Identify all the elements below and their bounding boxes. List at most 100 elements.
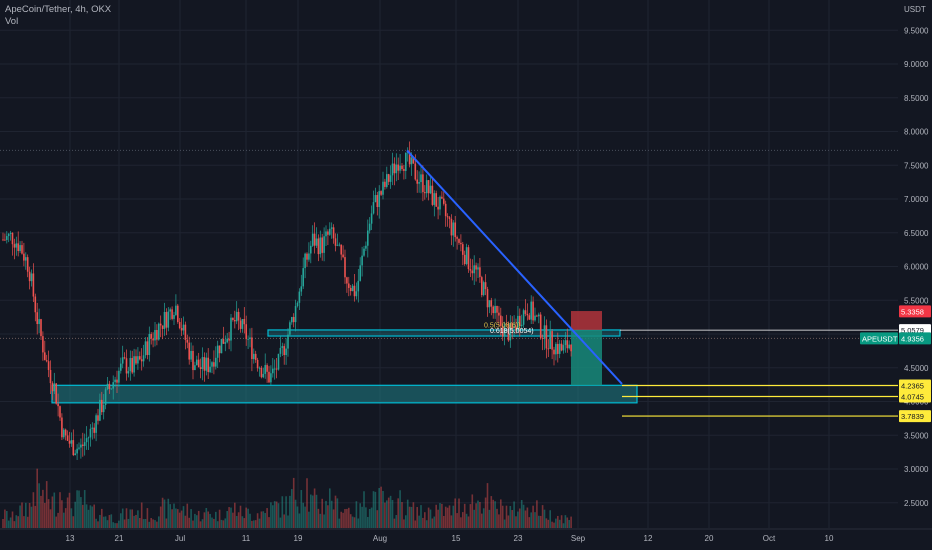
volume-bar <box>378 488 380 528</box>
candle-body <box>173 315 175 319</box>
volume-bar <box>319 513 322 528</box>
candle-body <box>454 222 456 238</box>
candle-body <box>351 285 354 292</box>
volume-bar <box>424 512 426 528</box>
trendline <box>406 149 623 385</box>
volume-bar <box>387 497 390 528</box>
candle-body <box>330 227 333 229</box>
volume-bar <box>311 495 314 528</box>
volume-indicator-label[interactable]: Vol <box>5 16 19 27</box>
volume-bar <box>199 521 202 528</box>
candle-body <box>539 314 542 338</box>
candle-body <box>420 174 422 183</box>
candle-body <box>492 306 494 314</box>
candle-body <box>76 448 78 454</box>
volume-bar <box>178 512 181 528</box>
volume-bar <box>361 506 363 528</box>
volume-bar <box>66 497 69 528</box>
volume-bar <box>116 523 118 528</box>
volume-bar <box>410 506 413 528</box>
price-tick-label: 3.0000 <box>904 465 929 474</box>
volume-bar <box>234 502 236 528</box>
candle-body <box>28 271 31 282</box>
volume-bar <box>408 506 411 528</box>
candle-body <box>336 244 339 246</box>
candle-body <box>520 324 523 327</box>
volume-bar <box>370 507 373 528</box>
volume-bar <box>336 498 339 528</box>
candle-body <box>95 415 97 433</box>
candle-body <box>509 323 512 341</box>
candle-body <box>226 338 228 343</box>
candle-body <box>444 203 447 217</box>
candle-body <box>549 331 551 349</box>
symbol-title[interactable]: ApeCoin/Tether, 4h, OKX <box>5 4 112 15</box>
volume-bar <box>547 519 550 528</box>
demand-zone <box>51 384 638 404</box>
candle-body <box>517 315 519 331</box>
volume-bar <box>418 515 420 528</box>
candle-body <box>321 237 323 253</box>
candle-body <box>230 317 232 341</box>
time-tick-label: 20 <box>705 534 714 543</box>
price-axis: USDT 9.5000 9.0000 8.5000 8.0000 7.5000 7.0000… <box>904 5 929 508</box>
candle-body <box>313 233 316 246</box>
candle-body <box>59 406 61 418</box>
candle-body <box>70 440 73 444</box>
volume-bar <box>401 502 403 528</box>
volume-bar <box>218 509 221 528</box>
volume-bar <box>70 508 73 528</box>
candle-body <box>19 245 21 251</box>
candle-body <box>102 405 105 413</box>
volume-bar <box>129 509 132 528</box>
candle-body <box>342 254 344 258</box>
volume-bar <box>443 515 445 528</box>
volume-bar <box>405 515 407 528</box>
candle-body <box>291 316 293 323</box>
candle-body <box>194 365 196 371</box>
candle-body <box>234 320 236 322</box>
volume-bar <box>475 503 477 528</box>
candle-body <box>142 355 145 362</box>
candle-body <box>6 236 8 240</box>
candle-body <box>260 367 263 378</box>
candle-body <box>159 323 162 326</box>
volume-bar <box>431 518 434 528</box>
volume-bar <box>68 492 71 528</box>
candle-body <box>15 243 18 248</box>
candle-body <box>467 247 470 270</box>
volume-bar <box>275 501 278 528</box>
candle-body <box>346 277 348 284</box>
volume-bar <box>2 518 4 528</box>
volume-bar <box>258 518 261 528</box>
volume-bar <box>197 510 200 528</box>
volume-bar <box>368 508 371 528</box>
volume-bar <box>441 503 443 528</box>
candle-body <box>425 180 428 194</box>
time-tick-label: 10 <box>825 534 834 543</box>
candle-body <box>281 346 284 348</box>
volume-bar <box>239 505 242 528</box>
volume-bar <box>340 511 342 528</box>
volume-bar <box>19 505 21 528</box>
volume-bar <box>380 486 382 528</box>
candle-body <box>146 341 149 355</box>
volume-bar <box>85 504 88 528</box>
volume-bar <box>560 515 563 528</box>
candle-body <box>302 268 304 287</box>
candle-body <box>144 341 147 356</box>
candle-body <box>72 440 75 456</box>
volume-bar <box>465 513 468 528</box>
candle-body <box>403 168 405 171</box>
volume-bar <box>49 509 52 528</box>
candle-body <box>560 343 563 351</box>
candle-body <box>44 352 46 361</box>
candle-body <box>45 360 48 362</box>
candle-body <box>522 310 525 325</box>
candle-body <box>215 357 217 367</box>
candle-body <box>133 356 135 373</box>
candle-body <box>251 337 253 360</box>
candle-body <box>125 358 128 374</box>
candle-body <box>393 163 396 174</box>
